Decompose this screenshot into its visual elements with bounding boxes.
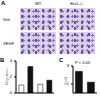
html-text:WT: WT — [34, 1, 42, 6]
html-text:B: B — [0, 57, 5, 63]
svg-text:WT: WT — [76, 100, 83, 101]
svg-text:Migration: Migration — [8, 69, 9, 85]
svg-text:WT: WT — [22, 100, 29, 101]
svg-text:Ets1–/–: Ets1–/– — [38, 100, 52, 101]
svg-text:4: 4 — [10, 58, 13, 63]
svg-text:3: 3 — [67, 63, 70, 68]
html-text:C: C — [59, 57, 64, 63]
svg-text:2: 2 — [10, 74, 13, 79]
svg-text:Fold: Fold — [63, 77, 68, 85]
html-text:A: A — [1, 0, 6, 6]
html-text:VEGF: VEGF — [3, 40, 14, 46]
svg-text:0: 0 — [10, 90, 13, 95]
html-text:Ets1–/–: Ets1–/– — [70, 1, 84, 6]
html-text:P < 0.05: P < 0.05 — [75, 60, 90, 65]
svg-text:Ets1–/–: Ets1–/– — [84, 100, 92, 101]
html-text:Veh: Veh — [3, 16, 10, 22]
